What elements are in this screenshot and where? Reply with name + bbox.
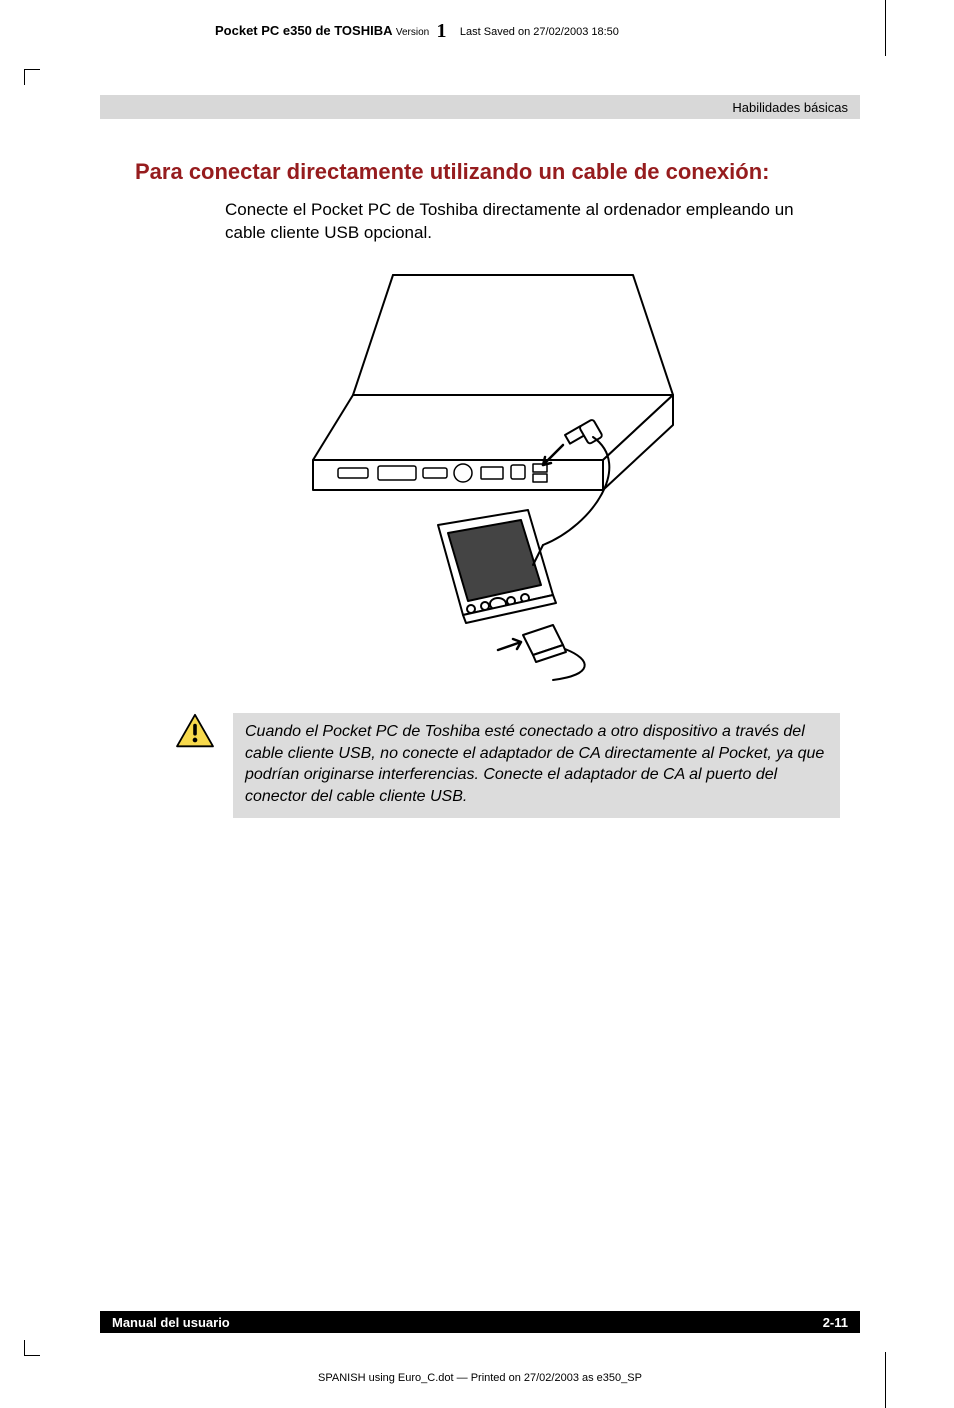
- last-saved: Last Saved on 27/02/2003 18:50: [460, 26, 619, 38]
- crop-mark-br: [885, 1352, 886, 1408]
- version-number: 1: [437, 20, 447, 42]
- print-info: SPANISH using Euro_C.dot — Printed on 27…: [100, 1372, 860, 1384]
- section-heading: Para conectar directamente utilizando un…: [135, 159, 850, 185]
- warning-icon: [175, 713, 215, 754]
- section-label: Habilidades básicas: [732, 100, 848, 115]
- crop-mark-bl: [24, 1340, 40, 1356]
- crop-mark-tr: [885, 0, 886, 56]
- footer-page-number: 2-11: [823, 1315, 848, 1330]
- body-paragraph: Conecte el Pocket PC de Toshiba directam…: [225, 199, 850, 245]
- footer-left: Manual del usuario: [112, 1315, 230, 1330]
- page: Pocket PC e350 de TOSHIBA Version 1 Last…: [100, 0, 860, 1408]
- connection-diagram: [293, 265, 713, 685]
- warning-text: Cuando el Pocket PC de Toshiba esté cone…: [233, 713, 840, 817]
- crop-mark-tl: [24, 69, 40, 85]
- running-header: Pocket PC e350 de TOSHIBA Version 1 Last…: [100, 0, 860, 43]
- content-area: Para conectar directamente utilizando un…: [100, 159, 860, 818]
- section-bar: Habilidades básicas: [100, 95, 860, 119]
- footer-bar: Manual del usuario 2-11: [100, 1311, 860, 1333]
- warning-note: Cuando el Pocket PC de Toshiba esté cone…: [175, 713, 850, 817]
- product-name: Pocket PC e350 de TOSHIBA: [215, 23, 393, 38]
- version-label: Version: [396, 27, 429, 38]
